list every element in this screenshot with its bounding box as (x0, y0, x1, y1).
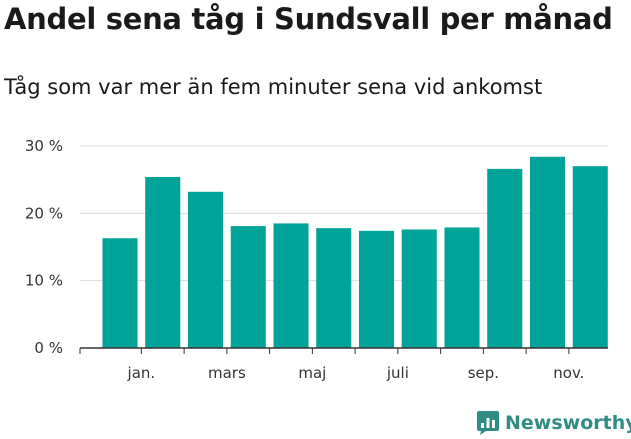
y-tick-label: 30 % (25, 137, 63, 155)
bar-11 (529, 156, 566, 348)
bar-1 (102, 238, 138, 348)
bar-12 (572, 166, 608, 348)
bar-3 (187, 191, 224, 348)
chart-title: Andel sena tåg i Sundsvall per månad (4, 2, 613, 36)
bar-8 (401, 229, 437, 348)
brand-name: Newsworthy (505, 412, 631, 434)
bar-4 (230, 226, 266, 348)
bar-6 (316, 228, 352, 348)
bars (102, 156, 608, 348)
x-tick-label: maj (298, 364, 326, 382)
x-tick-label: nov. (553, 364, 584, 382)
bar-10 (487, 168, 523, 348)
bar-5 (273, 223, 309, 348)
bar-9 (444, 227, 480, 348)
x-tick-label: sep. (468, 364, 499, 382)
tick-labels: 0 % 10 % 20 % 30 % jan. mars maj juli sep. nov. (25, 137, 585, 382)
x-tick-label: juli (386, 364, 409, 382)
y-tick-label: 20 % (25, 204, 63, 222)
newsworthy-logo-icon (477, 411, 499, 435)
bar-7 (358, 230, 395, 348)
newsworthy-logo: Newsworthy (476, 408, 631, 438)
y-tick-label: 0 % (34, 339, 63, 357)
x-tick-label: mars (208, 364, 246, 382)
y-tick-label: 10 % (25, 272, 63, 290)
x-tick-label: jan. (127, 364, 156, 382)
chart-subtitle: Tåg som var mer än fem minuter sena vid … (4, 75, 543, 99)
x-axis (79, 347, 608, 354)
bar-2 (145, 176, 181, 348)
